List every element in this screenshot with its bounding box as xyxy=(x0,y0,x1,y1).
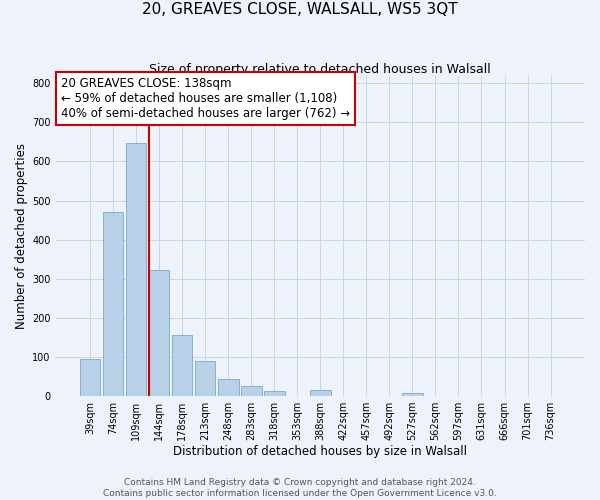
Text: Contains HM Land Registry data © Crown copyright and database right 2024.
Contai: Contains HM Land Registry data © Crown c… xyxy=(103,478,497,498)
Title: Size of property relative to detached houses in Walsall: Size of property relative to detached ho… xyxy=(149,62,491,76)
Bar xyxy=(172,334,193,396)
Bar xyxy=(310,390,331,396)
X-axis label: Distribution of detached houses by size in Walsall: Distribution of detached houses by size … xyxy=(173,444,467,458)
Bar xyxy=(103,212,124,396)
Y-axis label: Number of detached properties: Number of detached properties xyxy=(15,142,28,328)
Bar xyxy=(195,361,215,396)
Bar xyxy=(149,270,169,396)
Bar xyxy=(80,359,100,396)
Text: 20 GREAVES CLOSE: 138sqm
← 59% of detached houses are smaller (1,108)
40% of sem: 20 GREAVES CLOSE: 138sqm ← 59% of detach… xyxy=(61,77,350,120)
Bar xyxy=(218,379,239,396)
Bar xyxy=(402,393,423,396)
Bar xyxy=(241,386,262,396)
Bar xyxy=(125,142,146,396)
Bar xyxy=(264,390,284,396)
Text: 20, GREAVES CLOSE, WALSALL, WS5 3QT: 20, GREAVES CLOSE, WALSALL, WS5 3QT xyxy=(142,2,458,18)
